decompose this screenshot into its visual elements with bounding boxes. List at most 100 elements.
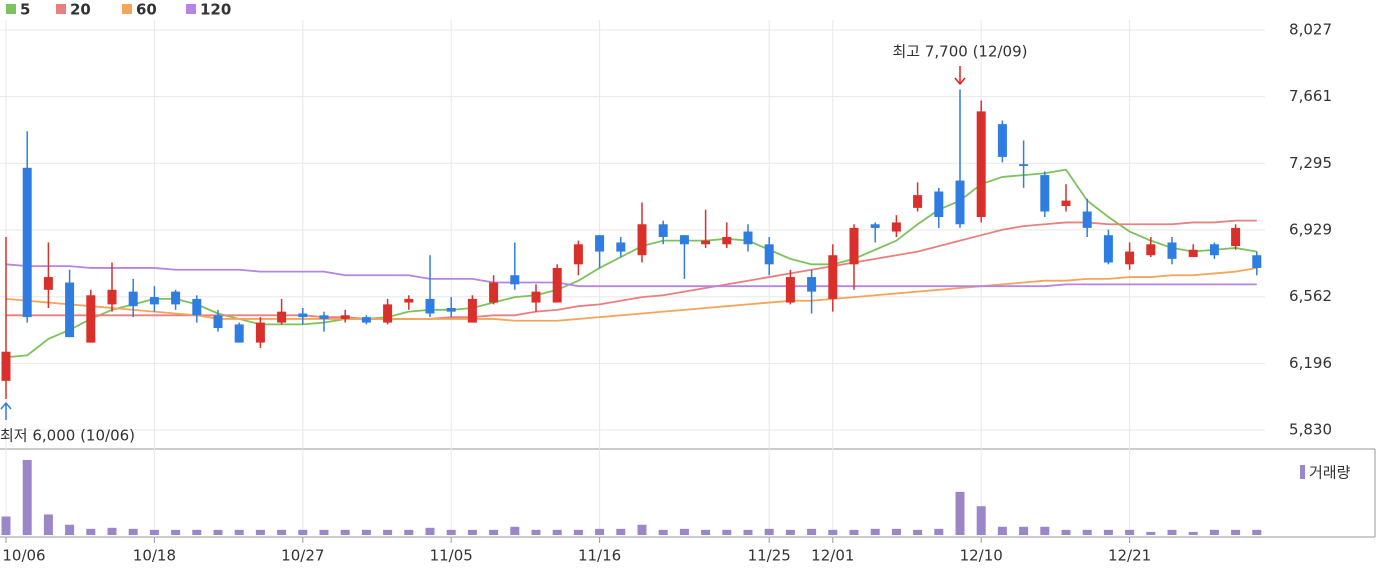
volume-bar bbox=[149, 529, 159, 535]
candle-body bbox=[701, 240, 711, 245]
candle-body bbox=[171, 291, 181, 305]
candle-body bbox=[107, 289, 117, 305]
volume-legend-swatch bbox=[1300, 465, 1305, 479]
volume-bar bbox=[277, 529, 287, 535]
legend-swatch bbox=[6, 4, 16, 14]
volume-bar bbox=[361, 529, 371, 535]
candle-body bbox=[43, 277, 53, 290]
volume-bar bbox=[828, 529, 838, 535]
x-tick-label: 11/25 bbox=[748, 547, 791, 565]
volume-bar bbox=[785, 529, 795, 535]
candle-body bbox=[849, 227, 859, 265]
candle-body bbox=[743, 231, 753, 245]
legend-label: 5 bbox=[20, 1, 30, 19]
y-tick-label: 6,562 bbox=[1289, 287, 1332, 305]
volume-bar bbox=[616, 528, 626, 535]
volume-bar bbox=[43, 514, 53, 535]
y-tick-label: 5,830 bbox=[1289, 421, 1332, 439]
candle-body bbox=[891, 222, 901, 232]
x-tick-label: 10/18 bbox=[133, 547, 176, 565]
candle-body bbox=[1082, 211, 1092, 228]
candle-body bbox=[234, 324, 244, 343]
volume-bar bbox=[976, 506, 986, 535]
annotation-arrow bbox=[0, 401, 12, 420]
volume-bar bbox=[446, 529, 456, 535]
candle-body bbox=[489, 282, 499, 303]
volume-bar bbox=[171, 529, 181, 535]
candle-body bbox=[722, 237, 732, 245]
candle-body bbox=[573, 244, 583, 265]
candle-body bbox=[764, 244, 774, 265]
volume-bar bbox=[573, 529, 583, 535]
candle-body bbox=[192, 298, 202, 316]
x-tick-label: 10/27 bbox=[281, 547, 324, 565]
volume-bar bbox=[234, 529, 244, 535]
volume-bar bbox=[1231, 529, 1241, 535]
candle-body bbox=[255, 322, 265, 343]
candle-body bbox=[319, 315, 329, 319]
candle-body bbox=[446, 308, 456, 312]
candle-body bbox=[1167, 242, 1177, 259]
candle-body bbox=[1061, 200, 1071, 207]
candle-body bbox=[913, 195, 923, 208]
candle-body bbox=[213, 315, 223, 329]
volume-bar bbox=[1040, 526, 1050, 535]
x-tick-label: 12/01 bbox=[811, 547, 854, 565]
volume-bar bbox=[340, 529, 350, 535]
candle-body bbox=[65, 282, 75, 338]
volume-bar bbox=[934, 528, 944, 535]
candle-body bbox=[1209, 244, 1219, 256]
volume-bar bbox=[1252, 529, 1262, 535]
volume-bar bbox=[1019, 526, 1029, 535]
candle-body bbox=[552, 267, 562, 303]
volume-bar bbox=[743, 529, 753, 535]
candle-body bbox=[149, 297, 159, 305]
volume-bar bbox=[298, 529, 308, 535]
candle-body bbox=[679, 235, 689, 245]
candle-body bbox=[1040, 175, 1050, 212]
candle-body bbox=[976, 111, 986, 217]
candle-body bbox=[404, 298, 414, 303]
legend-swatch bbox=[56, 4, 66, 14]
candle-body bbox=[298, 313, 308, 318]
volume-bar bbox=[679, 528, 689, 535]
y-tick-label: 8,027 bbox=[1289, 21, 1332, 39]
x-tick-label: 11/05 bbox=[430, 547, 473, 565]
legend-label: 60 bbox=[136, 1, 157, 19]
x-tick-label: 11/16 bbox=[578, 547, 621, 565]
candle-body bbox=[997, 124, 1007, 157]
candle-body bbox=[531, 291, 541, 303]
volume-bar bbox=[1167, 529, 1177, 535]
volume-bar bbox=[192, 529, 202, 535]
volume-bar bbox=[531, 529, 541, 535]
annotation-high: 최고 7,700 (12/09) bbox=[892, 43, 1027, 61]
moving-average-line bbox=[5, 263, 1257, 288]
volume-bar bbox=[1082, 529, 1092, 535]
legend-swatch bbox=[122, 4, 132, 14]
y-tick-label: 6,929 bbox=[1289, 220, 1332, 238]
candle-body bbox=[1019, 164, 1029, 167]
candle-body bbox=[1, 351, 11, 381]
volume-bar bbox=[213, 529, 223, 535]
volume-bar bbox=[1146, 531, 1156, 535]
legend-swatch bbox=[186, 4, 196, 14]
volume-bar bbox=[637, 524, 647, 535]
candle-body bbox=[510, 275, 520, 285]
volume-bar bbox=[807, 528, 817, 535]
volume-bar bbox=[1061, 529, 1071, 535]
volume-bar bbox=[955, 491, 965, 535]
volume-bar bbox=[404, 529, 414, 535]
volume-bar bbox=[86, 528, 96, 535]
volume-bar bbox=[849, 529, 859, 535]
candle-body bbox=[807, 277, 817, 292]
annotation-low: 최저 6,000 (10/06) bbox=[0, 427, 135, 445]
volume-bar bbox=[1188, 531, 1198, 535]
volume-bar bbox=[1209, 529, 1219, 535]
volume-bar bbox=[658, 529, 668, 535]
candle-body bbox=[1188, 249, 1198, 258]
legend-label: 120 bbox=[200, 1, 231, 19]
y-tick-label: 7,661 bbox=[1289, 87, 1332, 105]
candle-body bbox=[383, 304, 393, 323]
volume-bar bbox=[489, 529, 499, 535]
